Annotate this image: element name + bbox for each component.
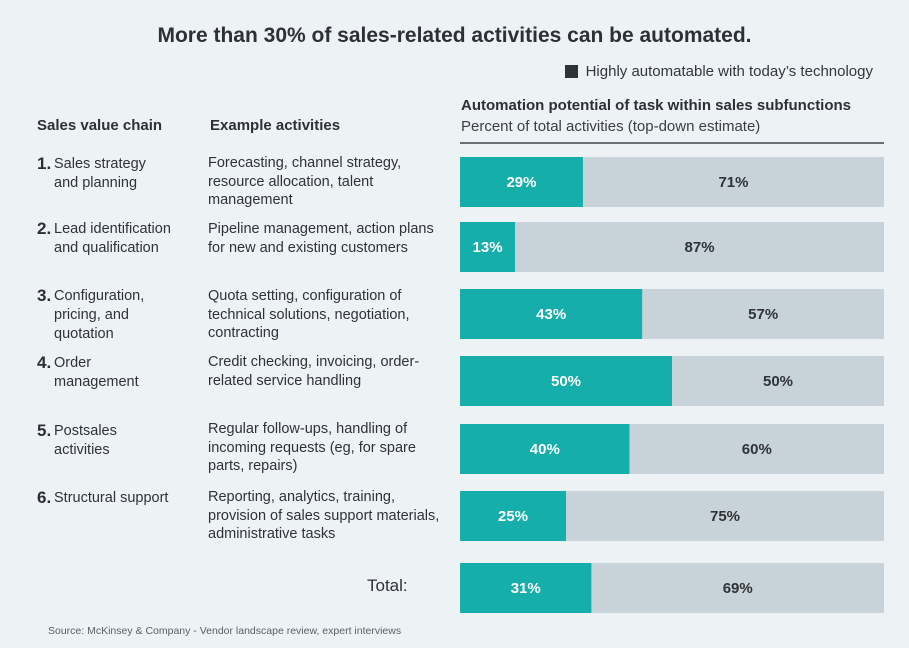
row-label-text: Configuration, pricing, and quotation bbox=[54, 288, 145, 342]
bar-label-other-2: 87% bbox=[685, 239, 715, 256]
header-automation-subtitle: Percent of total activities (top-down es… bbox=[461, 118, 761, 135]
header-automation-potential: Automation potential of task within sale… bbox=[461, 97, 852, 114]
chart-title: More than 30% of sales-related activitie… bbox=[157, 24, 752, 47]
bar-label-automatable-7: 31% bbox=[511, 580, 541, 597]
row-label-5: 5. Postsales activities bbox=[37, 421, 207, 460]
bar-label-automatable-1: 29% bbox=[506, 174, 536, 191]
row-label-text: Structural support bbox=[54, 490, 169, 506]
row-activities-1: Forecasting, channel strategy, resource … bbox=[208, 155, 402, 208]
bar-segment-automatable-4 bbox=[460, 356, 672, 406]
row-label-6: 6. Structural support bbox=[37, 488, 207, 508]
bar-label-automatable-5: 40% bbox=[530, 441, 560, 458]
row-label-1: 1. Sales strategy and planning bbox=[37, 154, 207, 193]
bar-label-automatable-2: 13% bbox=[473, 239, 503, 256]
bar-segment-automatable-7 bbox=[460, 563, 592, 613]
legend-swatch bbox=[564, 65, 578, 78]
header-divider bbox=[460, 142, 884, 144]
row-label-text: Lead identification and qualification bbox=[54, 221, 171, 256]
bar-label-other-1: 71% bbox=[718, 174, 748, 191]
bar-label-other-6: 75% bbox=[710, 508, 740, 525]
row-label-3: 3. Configuration, pricing, and quotation bbox=[37, 286, 207, 344]
bar-label-other-4: 50% bbox=[763, 373, 793, 390]
bar-segment-other-2 bbox=[515, 222, 884, 272]
row-label-text: Order management bbox=[54, 355, 139, 390]
total-label: Total: bbox=[367, 576, 408, 595]
header-example-activities: Example activities bbox=[210, 117, 341, 134]
bar-segment-other-5 bbox=[629, 424, 884, 474]
bar-segment-automatable-5 bbox=[460, 424, 630, 474]
row-number: 3. bbox=[37, 286, 52, 305]
bar-label-automatable-6: 25% bbox=[498, 508, 528, 525]
bar-segment-automatable-3 bbox=[460, 289, 643, 339]
bar-label-other-5: 60% bbox=[742, 441, 772, 458]
bar-segment-automatable-6 bbox=[460, 491, 566, 541]
row-label-2: 2. Lead identification and qualification bbox=[37, 219, 207, 258]
bar-segment-other-7 bbox=[591, 563, 884, 613]
row-number: 5. bbox=[37, 421, 52, 440]
bar-segment-other-3 bbox=[642, 289, 884, 339]
bar-segment-other-4 bbox=[672, 356, 884, 406]
bar-label-other-7: 69% bbox=[723, 580, 753, 597]
row-number: 4. bbox=[37, 353, 52, 372]
row-label-text: Postsales activities bbox=[54, 423, 117, 458]
header-sales-value-chain: Sales value chain bbox=[37, 117, 163, 134]
row-activities-5: Regular follow-ups, handling of incoming… bbox=[208, 421, 416, 474]
row-label-text: Sales strategy and planning bbox=[54, 156, 146, 191]
bar-segment-automatable-1 bbox=[460, 157, 583, 207]
bar-label-other-3: 57% bbox=[748, 306, 778, 323]
row-label-4: 4. Order management bbox=[37, 353, 207, 392]
bar-label-automatable-4: 50% bbox=[551, 373, 581, 390]
legend: Highly automatable with today’s technolo… bbox=[564, 63, 873, 80]
row-activities-4: Credit checking, invoicing, order-relate… bbox=[208, 354, 420, 389]
bar-label-automatable-3: 43% bbox=[536, 306, 566, 323]
source-note: Source: McKinsey & Company - Vendor land… bbox=[48, 625, 402, 637]
bar-segment-automatable-2 bbox=[460, 222, 516, 272]
row-activities-6: Reporting, analytics, training, provisio… bbox=[208, 489, 440, 542]
row-number: 2. bbox=[37, 219, 52, 238]
legend-label: Highly automatable with today’s technolo… bbox=[585, 63, 873, 80]
row-number: 6. bbox=[37, 488, 52, 507]
row-number: 1. bbox=[37, 154, 52, 173]
bar-segment-other-6 bbox=[566, 491, 884, 541]
bar-segment-other-1 bbox=[582, 157, 884, 207]
row-activities-2: Pipeline management, action plans for ne… bbox=[208, 221, 434, 256]
row-activities-3: Quota setting, configuration of technica… bbox=[208, 288, 410, 341]
